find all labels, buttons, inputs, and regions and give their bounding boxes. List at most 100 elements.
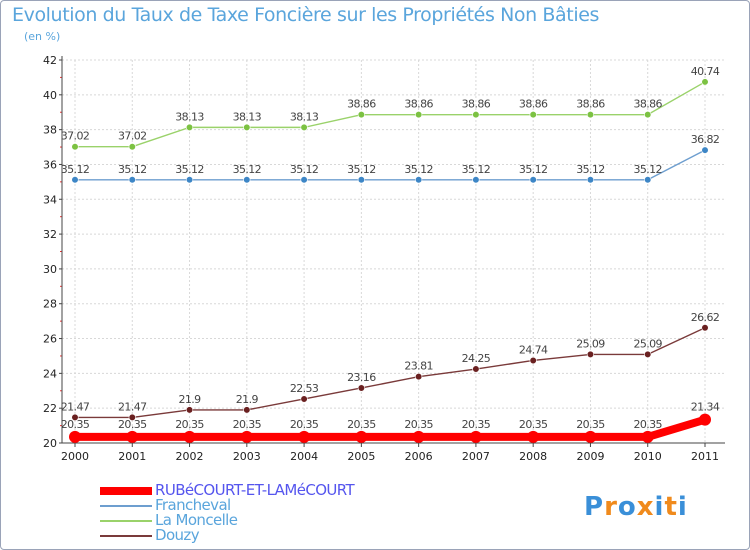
data-label: 35.12	[175, 163, 204, 176]
logo-letter: o	[617, 492, 637, 522]
data-label: 22.53	[290, 382, 319, 395]
x-tick-label: 2006	[405, 450, 433, 463]
y-tick-label: 34	[43, 193, 57, 206]
data-label: 35.12	[118, 163, 147, 176]
y-tick-label: 38	[43, 124, 57, 137]
y-tick-label: 24	[43, 367, 57, 380]
data-label: 26.62	[691, 311, 720, 324]
data-label: 20.35	[519, 418, 548, 431]
y-tick-label: 40	[43, 89, 57, 102]
data-point	[183, 430, 196, 443]
data-point	[300, 123, 308, 131]
y-tick-label: 28	[43, 298, 57, 311]
data-point	[701, 324, 709, 332]
legend-swatch	[100, 487, 152, 495]
data-label: 20.35	[576, 418, 605, 431]
data-label: 37.02	[118, 130, 147, 143]
data-label: 38.86	[462, 98, 491, 111]
data-point	[584, 430, 597, 443]
data-point	[415, 176, 423, 184]
data-label: 38.86	[519, 98, 548, 111]
data-label: 20.35	[61, 418, 90, 431]
x-tick-label: 2000	[61, 450, 89, 463]
data-point	[586, 111, 595, 119]
data-label: 20.35	[462, 418, 491, 431]
logo-letter: i	[677, 492, 688, 522]
data-point	[644, 111, 652, 119]
data-point	[185, 406, 194, 414]
data-point	[71, 143, 79, 151]
unit-label: (en %)	[24, 30, 61, 43]
series-line	[74, 81, 706, 148]
y-tick-label: 42	[43, 54, 57, 67]
data-point	[644, 350, 652, 358]
data-label: 21.9	[236, 393, 259, 406]
data-point	[586, 176, 595, 184]
data-label: 20.35	[233, 418, 262, 431]
data-point	[69, 430, 81, 443]
legend-label: Douzy	[155, 526, 200, 544]
data-label: 35.12	[462, 163, 491, 176]
data-point	[529, 356, 537, 365]
data-label: 21.34	[691, 401, 720, 414]
data-point	[71, 176, 79, 184]
data-label: 24.74	[519, 343, 548, 356]
data-label: 35.12	[633, 163, 662, 176]
y-tick-label: 20	[43, 437, 57, 450]
data-label: 35.12	[576, 163, 605, 176]
data-point	[357, 176, 365, 184]
data-label: 20.35	[175, 418, 204, 431]
data-point	[415, 111, 423, 119]
data-label: 20.35	[290, 418, 319, 431]
data-point	[415, 373, 423, 381]
data-label: 24.25	[462, 352, 491, 365]
data-point	[71, 413, 79, 422]
data-label: 25.09	[633, 337, 662, 350]
chart-title: Evolution du Taux de Taxe Foncière sur l…	[12, 4, 600, 26]
data-point	[300, 176, 308, 184]
data-point	[126, 430, 139, 443]
data-point	[355, 430, 368, 443]
series-line	[74, 327, 706, 419]
data-point	[185, 176, 194, 184]
y-tick-label: 32	[43, 228, 57, 241]
data-point	[243, 123, 251, 131]
data-point	[472, 365, 480, 373]
legend-swatch	[100, 535, 152, 537]
data-point	[243, 406, 251, 414]
data-label: 23.16	[347, 371, 376, 384]
data-point	[472, 176, 480, 184]
data-label: 25.09	[576, 337, 605, 350]
data-label: 38.86	[633, 98, 662, 111]
data-point	[641, 430, 654, 443]
data-point	[128, 413, 136, 422]
grid	[62, 59, 725, 443]
data-label: 20.35	[118, 418, 147, 431]
logo-letter: x	[636, 492, 655, 522]
data-point	[529, 176, 537, 184]
data-label: 20.35	[633, 418, 662, 431]
proxiti-logo: Proxiti	[584, 492, 688, 522]
data-label: 38.86	[347, 98, 376, 111]
data-point	[243, 176, 251, 184]
x-tick-label: 2001	[118, 450, 146, 463]
data-label: 35.12	[519, 163, 548, 176]
data-label: 40.74	[691, 65, 720, 78]
axes: 20 22 24 26 28 30 32 34 36 38 40 42 2000 2001 2002 2003…	[43, 54, 725, 463]
data-label: 38.86	[404, 98, 433, 111]
data-point	[412, 430, 425, 443]
x-tick-label: 2008	[519, 450, 547, 463]
data-label: 38.86	[576, 98, 605, 111]
data-label: 23.81	[404, 360, 433, 373]
logo-letter: t	[664, 492, 678, 522]
series-line	[74, 149, 706, 181]
logo-letter: r	[604, 492, 618, 522]
data-label: 21.47	[118, 400, 147, 413]
data-point	[701, 78, 709, 86]
x-tick-label: 2003	[233, 450, 261, 463]
legend-label: La Moncelle	[155, 511, 238, 529]
data-point	[586, 350, 595, 358]
data-points	[69, 78, 711, 443]
data-point	[644, 176, 652, 184]
